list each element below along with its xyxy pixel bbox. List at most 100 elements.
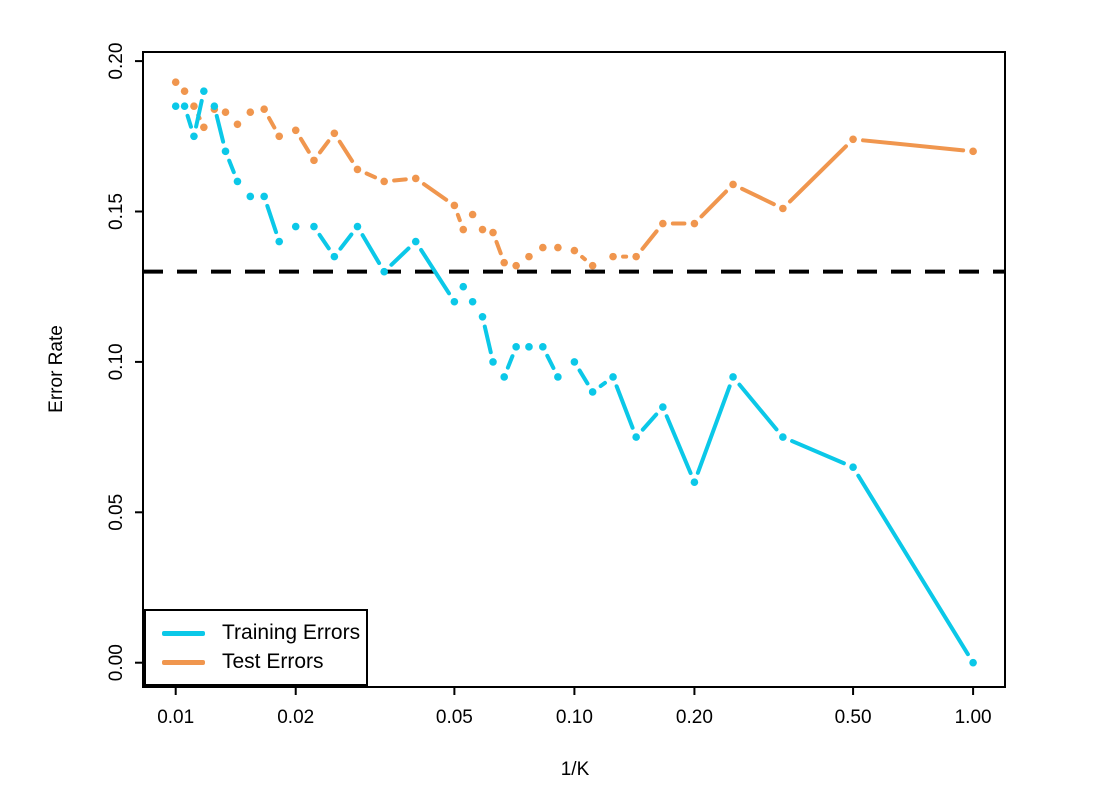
test-line-segment [455, 212, 462, 223]
legend-label-training: Training Errors [222, 621, 361, 644]
training-line-segment [214, 113, 226, 144]
test-data-point [659, 219, 667, 228]
test-data-point [380, 177, 388, 186]
training-data-point [171, 102, 180, 111]
test-line-swatch [162, 659, 205, 665]
test-data-point [310, 156, 318, 165]
training-line-segment [577, 368, 590, 386]
training-line-segment [265, 203, 279, 235]
test-line-segment [740, 186, 776, 207]
test-line-segment [580, 254, 587, 262]
y-axis-tick-label: 0.00 [106, 644, 127, 681]
legend-item-training: Training Errors [146, 621, 366, 644]
test-data-point [489, 228, 497, 237]
test-data-point [353, 165, 362, 174]
test-data-point [588, 261, 597, 270]
training-line-segment [856, 473, 970, 657]
training-line-segment [737, 382, 779, 432]
training-line-segment [505, 354, 515, 370]
training-data-point [200, 87, 208, 95]
legend-item-test: Test Errors [146, 650, 366, 673]
test-data-point [291, 126, 300, 135]
test-data-point [180, 87, 189, 95]
training-data-point [729, 373, 737, 381]
test-series [171, 78, 977, 270]
test-line-segment [787, 144, 848, 204]
training-data-point [512, 343, 520, 351]
training-data-point [969, 658, 977, 667]
training-data-point [588, 388, 597, 396]
test-data-point [221, 108, 230, 117]
plot-frame [142, 51, 1006, 688]
training-line-segment [317, 232, 331, 251]
training-data-point [609, 373, 617, 381]
training-data-point [210, 102, 219, 111]
test-line-segment [640, 229, 659, 251]
training-data-point [380, 267, 388, 276]
test-data-point [729, 180, 737, 189]
test-data-point [779, 204, 787, 213]
training-line-segment [790, 439, 846, 466]
training-data-point [659, 403, 667, 411]
training-line-segment [419, 247, 451, 296]
test-line-segment [298, 136, 311, 154]
y-axis-title: Error Rate [46, 325, 67, 413]
training-data-point [310, 222, 318, 231]
test-data-point [459, 225, 468, 234]
training-line-segment [545, 353, 556, 370]
test-data-point [512, 261, 520, 270]
training-data-point [246, 192, 255, 201]
training-line-segment [598, 380, 607, 389]
y-axis-tick-label: 0.05 [106, 494, 127, 531]
training-line-segment [695, 384, 732, 475]
training-data-point [849, 463, 857, 471]
test-data-point [411, 174, 420, 183]
training-line-segment [338, 232, 354, 251]
test-data-point [632, 252, 640, 261]
test-data-point [500, 258, 508, 267]
training-data-point [450, 297, 459, 306]
test-data-point [450, 201, 459, 210]
training-line-segment [614, 384, 635, 430]
test-data-point [246, 108, 255, 117]
training-data-point [190, 132, 198, 141]
test-data-point [690, 219, 699, 228]
training-line-segment [227, 158, 236, 175]
y-axis-tick-label: 0.15 [106, 193, 127, 230]
training-data-point [525, 343, 533, 351]
training-data-point [221, 147, 230, 156]
test-line-segment [364, 171, 378, 180]
test-data-point [190, 102, 198, 111]
test-data-point [609, 252, 617, 261]
test-line-segment [421, 182, 449, 202]
training-data-point [539, 343, 547, 351]
y-axis-tick-label: 0.10 [106, 343, 127, 380]
test-data-point [330, 129, 339, 138]
training-data-point [233, 177, 242, 186]
test-line-segment [861, 138, 966, 153]
training-data-point [570, 358, 579, 366]
x-axis-title: 1/K [560, 759, 590, 780]
test-data-point [200, 123, 208, 132]
training-line-segment [185, 113, 193, 129]
y-axis-tick-label: 0.20 [106, 43, 127, 80]
x-axis-tick-label: 0.50 [835, 707, 872, 728]
training-line-segment [482, 324, 493, 355]
training-data-point [632, 433, 640, 441]
test-line-segment [337, 139, 355, 163]
training-line-segment [360, 233, 382, 266]
test-data-point [554, 243, 562, 252]
training-data-point [330, 252, 339, 261]
test-data-point [478, 225, 487, 234]
test-data-point [260, 105, 268, 114]
test-data-point [468, 210, 477, 219]
training-data-point [779, 433, 787, 441]
training-data-point [489, 358, 497, 366]
x-axis-tick-label: 1.00 [955, 707, 992, 728]
training-data-point [260, 192, 268, 201]
training-data-point [468, 297, 477, 306]
test-data-point [570, 246, 579, 255]
training-line-segment [664, 414, 693, 475]
